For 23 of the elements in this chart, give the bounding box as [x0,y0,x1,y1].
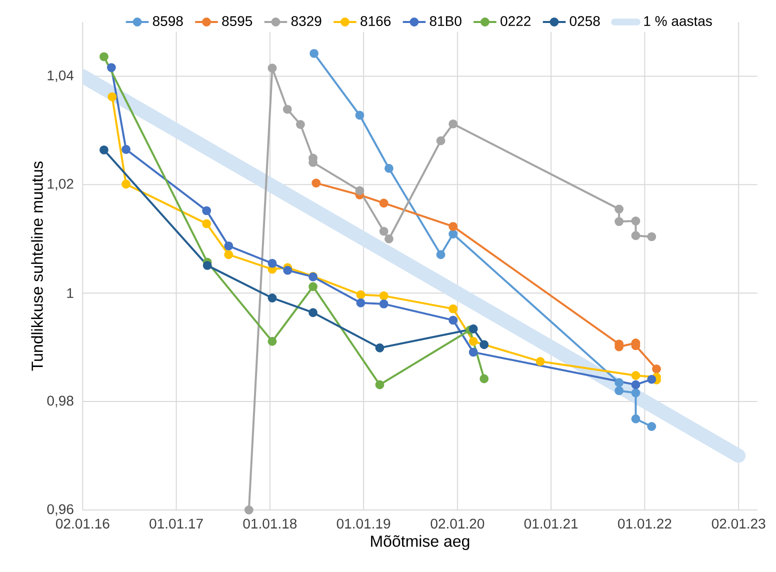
x-tick-label: 01.01.21 [524,518,578,529]
y-tick-label: 1 [67,288,74,298]
x-tick-label: 01.01.17 [150,518,203,529]
x-tick-label: 01.01.22 [618,518,672,529]
legend-label: 8595 [222,16,252,26]
legend-label: 8166 [360,16,391,26]
y-tick-label: 0,98 [47,396,74,408]
legend-label: 1 % aastas [644,16,712,26]
legend-label: 0258 [570,16,600,26]
legend-label: 0222 [500,16,530,26]
x-tick-label: 01.01.19 [336,518,390,529]
y-tick-label: 1,02 [48,178,74,190]
legend-label: 8598 [152,16,183,26]
x-tick-label: 02.01.23 [712,518,766,529]
x-tick-label: 02.01.20 [430,518,484,529]
y-tick-label: 1,04 [48,70,74,82]
legend-label: 81B0 [430,16,462,26]
y-axis-title: Tundlikkuse suhteline muutus [31,162,43,371]
y-tick-label: 0,96 [47,504,74,516]
legend-label: 8329 [291,16,322,26]
x-tick-label: 01.01.18 [243,518,297,529]
x-axis-title: Mõõtmise aeg [371,535,470,550]
x-tick-label: 02.01.16 [56,518,110,529]
